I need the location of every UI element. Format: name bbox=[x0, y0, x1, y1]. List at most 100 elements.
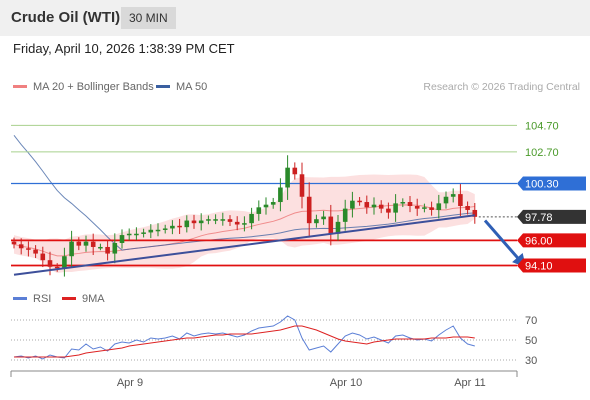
forecast-arrow-shaft bbox=[483, 219, 524, 264]
candle-body bbox=[422, 207, 427, 209]
candle-body bbox=[450, 194, 456, 197]
candle-body bbox=[242, 223, 247, 225]
candle-body bbox=[26, 248, 31, 250]
legend-label-rsi: RSI bbox=[33, 293, 51, 305]
legend-label-ma50: MA 50 bbox=[176, 81, 207, 93]
candle-body bbox=[256, 207, 262, 214]
timeframe-badge[interactable]: 30 MIN bbox=[121, 7, 176, 29]
level-label-pivot: 100.30 bbox=[525, 179, 559, 191]
level-label-s2-bg bbox=[517, 258, 586, 273]
legend-swatch-rsi bbox=[13, 297, 27, 300]
candle-body bbox=[76, 241, 82, 246]
candle-body bbox=[155, 229, 161, 232]
candle-body bbox=[98, 246, 103, 249]
candle-body bbox=[126, 233, 132, 236]
level-label-r2: 104.70 bbox=[525, 120, 559, 132]
level-label-s1-bg bbox=[517, 233, 586, 248]
candle-body bbox=[400, 202, 406, 204]
candle-body bbox=[342, 208, 348, 222]
candle-body bbox=[328, 216, 334, 234]
candle-body bbox=[69, 241, 74, 257]
candle-body bbox=[112, 243, 118, 254]
candle-body bbox=[270, 202, 276, 205]
candle-body bbox=[83, 241, 89, 246]
candle-body bbox=[263, 204, 269, 208]
timestamp: Friday, April 10, 2026 1:38:39 PM CET bbox=[13, 41, 235, 56]
legend-swatch-9ma bbox=[62, 297, 76, 300]
level-label-s1: 96.00 bbox=[525, 235, 553, 247]
candle-body bbox=[335, 221, 341, 234]
candle-body bbox=[364, 202, 370, 208]
candle-body bbox=[220, 219, 226, 221]
candle-body bbox=[227, 219, 233, 222]
candle-body bbox=[306, 196, 312, 224]
instrument-title: Crude Oil (WTI) bbox=[11, 9, 121, 26]
candle-body bbox=[119, 235, 125, 243]
rsi-tick-label: 30 bbox=[525, 355, 537, 367]
x-tick-label: Apr 10 bbox=[330, 377, 362, 389]
candle-body bbox=[90, 241, 96, 247]
candle-body bbox=[33, 249, 38, 254]
legend-label-ma20: MA 20 + Bollinger Bands bbox=[33, 81, 154, 93]
candle-body bbox=[249, 213, 254, 224]
candle-body bbox=[414, 206, 420, 209]
x-tick-label: Apr 11 bbox=[454, 377, 486, 389]
candle-body bbox=[198, 220, 204, 224]
rsi-tick-label: 70 bbox=[525, 315, 537, 327]
candle-body bbox=[472, 209, 478, 217]
candle-body bbox=[47, 260, 53, 267]
legend-swatch-ma20 bbox=[13, 85, 27, 88]
candle-body bbox=[62, 256, 67, 269]
candle-body bbox=[314, 219, 319, 224]
candle-body bbox=[191, 220, 197, 224]
candle-body bbox=[213, 219, 218, 221]
candle-body bbox=[170, 225, 175, 229]
candle-body bbox=[134, 233, 139, 236]
candle-body bbox=[386, 208, 391, 213]
candle-body bbox=[371, 204, 377, 208]
legend-swatch-ma50 bbox=[156, 85, 170, 88]
level-label-last-bg bbox=[517, 209, 586, 224]
legend-label-9ma: 9MA bbox=[82, 293, 105, 305]
candle-body bbox=[285, 167, 290, 188]
candle-body bbox=[54, 266, 60, 269]
candle-body bbox=[465, 206, 470, 210]
candle-body bbox=[105, 246, 110, 254]
candle-body bbox=[407, 202, 413, 206]
candle-body bbox=[436, 203, 442, 210]
candle-body bbox=[299, 174, 305, 197]
candle-body bbox=[443, 196, 449, 204]
candle-body bbox=[393, 203, 398, 213]
level-label-s2: 94.10 bbox=[525, 260, 553, 272]
watermark: Research © 2026 Trading Central bbox=[423, 81, 580, 93]
candle-body bbox=[18, 244, 24, 249]
level-label-pivot-bg bbox=[517, 176, 586, 191]
candle-body bbox=[184, 220, 190, 228]
candle-body bbox=[278, 187, 283, 203]
candle-body bbox=[40, 253, 46, 261]
candle-body bbox=[177, 225, 182, 228]
ma50-line bbox=[13, 134, 475, 251]
chart-header: Crude Oil (WTI) 30 MIN bbox=[0, 0, 590, 36]
candle-body bbox=[378, 204, 384, 209]
candle-body bbox=[429, 207, 434, 210]
trendline bbox=[13, 214, 475, 276]
candle-body bbox=[206, 219, 211, 221]
candle-body bbox=[321, 216, 326, 220]
level-label-r1: 102.70 bbox=[525, 147, 559, 159]
x-tick-label: Apr 9 bbox=[117, 377, 143, 389]
candle-body bbox=[11, 241, 17, 245]
candle-body bbox=[234, 221, 240, 225]
rsi-line bbox=[13, 315, 475, 360]
candle-body bbox=[162, 228, 168, 230]
rsi-ma-line bbox=[14, 325, 475, 358]
candle-body bbox=[292, 167, 298, 175]
candle-body bbox=[148, 229, 154, 233]
candle-body bbox=[350, 200, 355, 209]
level-label-last: 97.78 bbox=[525, 212, 553, 224]
candle-body bbox=[141, 232, 146, 234]
candle-body bbox=[458, 194, 463, 206]
candle-body bbox=[357, 200, 362, 203]
rsi-tick-label: 50 bbox=[525, 335, 537, 347]
